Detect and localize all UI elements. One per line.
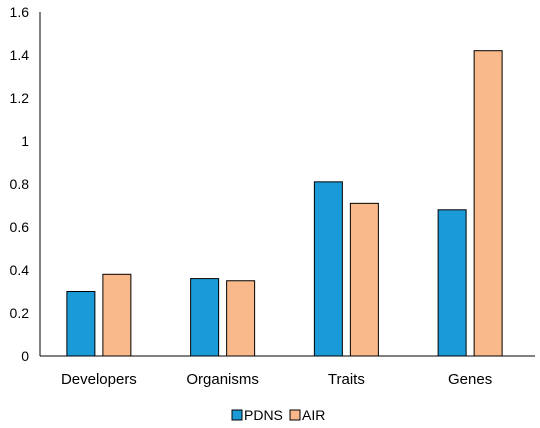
x-tick-label: Genes [448, 371, 492, 388]
y-tick-label: 1.4 [10, 47, 30, 63]
y-tick-label: 1.6 [10, 4, 30, 20]
legend-label-air: AIR [302, 407, 325, 423]
bar-pdns-developers [66, 291, 96, 357]
bars-group [66, 50, 503, 357]
axes-group [39, 12, 535, 357]
y-tick-label: 0.6 [10, 219, 30, 235]
y-tick-label: 1.2 [10, 90, 30, 106]
legend-swatch-air [289, 409, 301, 421]
legend-swatch-pdns [231, 409, 243, 421]
y-tick-labels: 0 0.2 0.4 0.6 0.8 1 1.2 1.4 1.6 [10, 4, 30, 364]
bar-pdns-genes [437, 209, 467, 357]
y-tick-label: 0 [21, 348, 29, 364]
y-tick-label: 0.8 [10, 176, 30, 192]
y-tick-label: 1 [21, 133, 29, 149]
bar-air-organisms [226, 280, 256, 357]
x-tick-label: Traits [328, 371, 365, 388]
x-tick-label: Organisms [186, 371, 259, 388]
y-tick-label: 0.2 [10, 305, 30, 321]
bar-pdns-traits [313, 181, 343, 357]
y-tick-label: 0.4 [10, 262, 30, 278]
bar-air-traits [349, 202, 379, 357]
bar-air-developers [102, 273, 132, 357]
x-tick-label: Developers [61, 371, 137, 388]
bar-air-genes [473, 50, 503, 357]
x-tick-labels: Developers Organisms Traits Genes [61, 371, 492, 388]
legend-label-pdns: PDNS [244, 407, 283, 423]
bar-pdns-organisms [190, 278, 220, 357]
legend: PDNS AIR [231, 407, 325, 423]
